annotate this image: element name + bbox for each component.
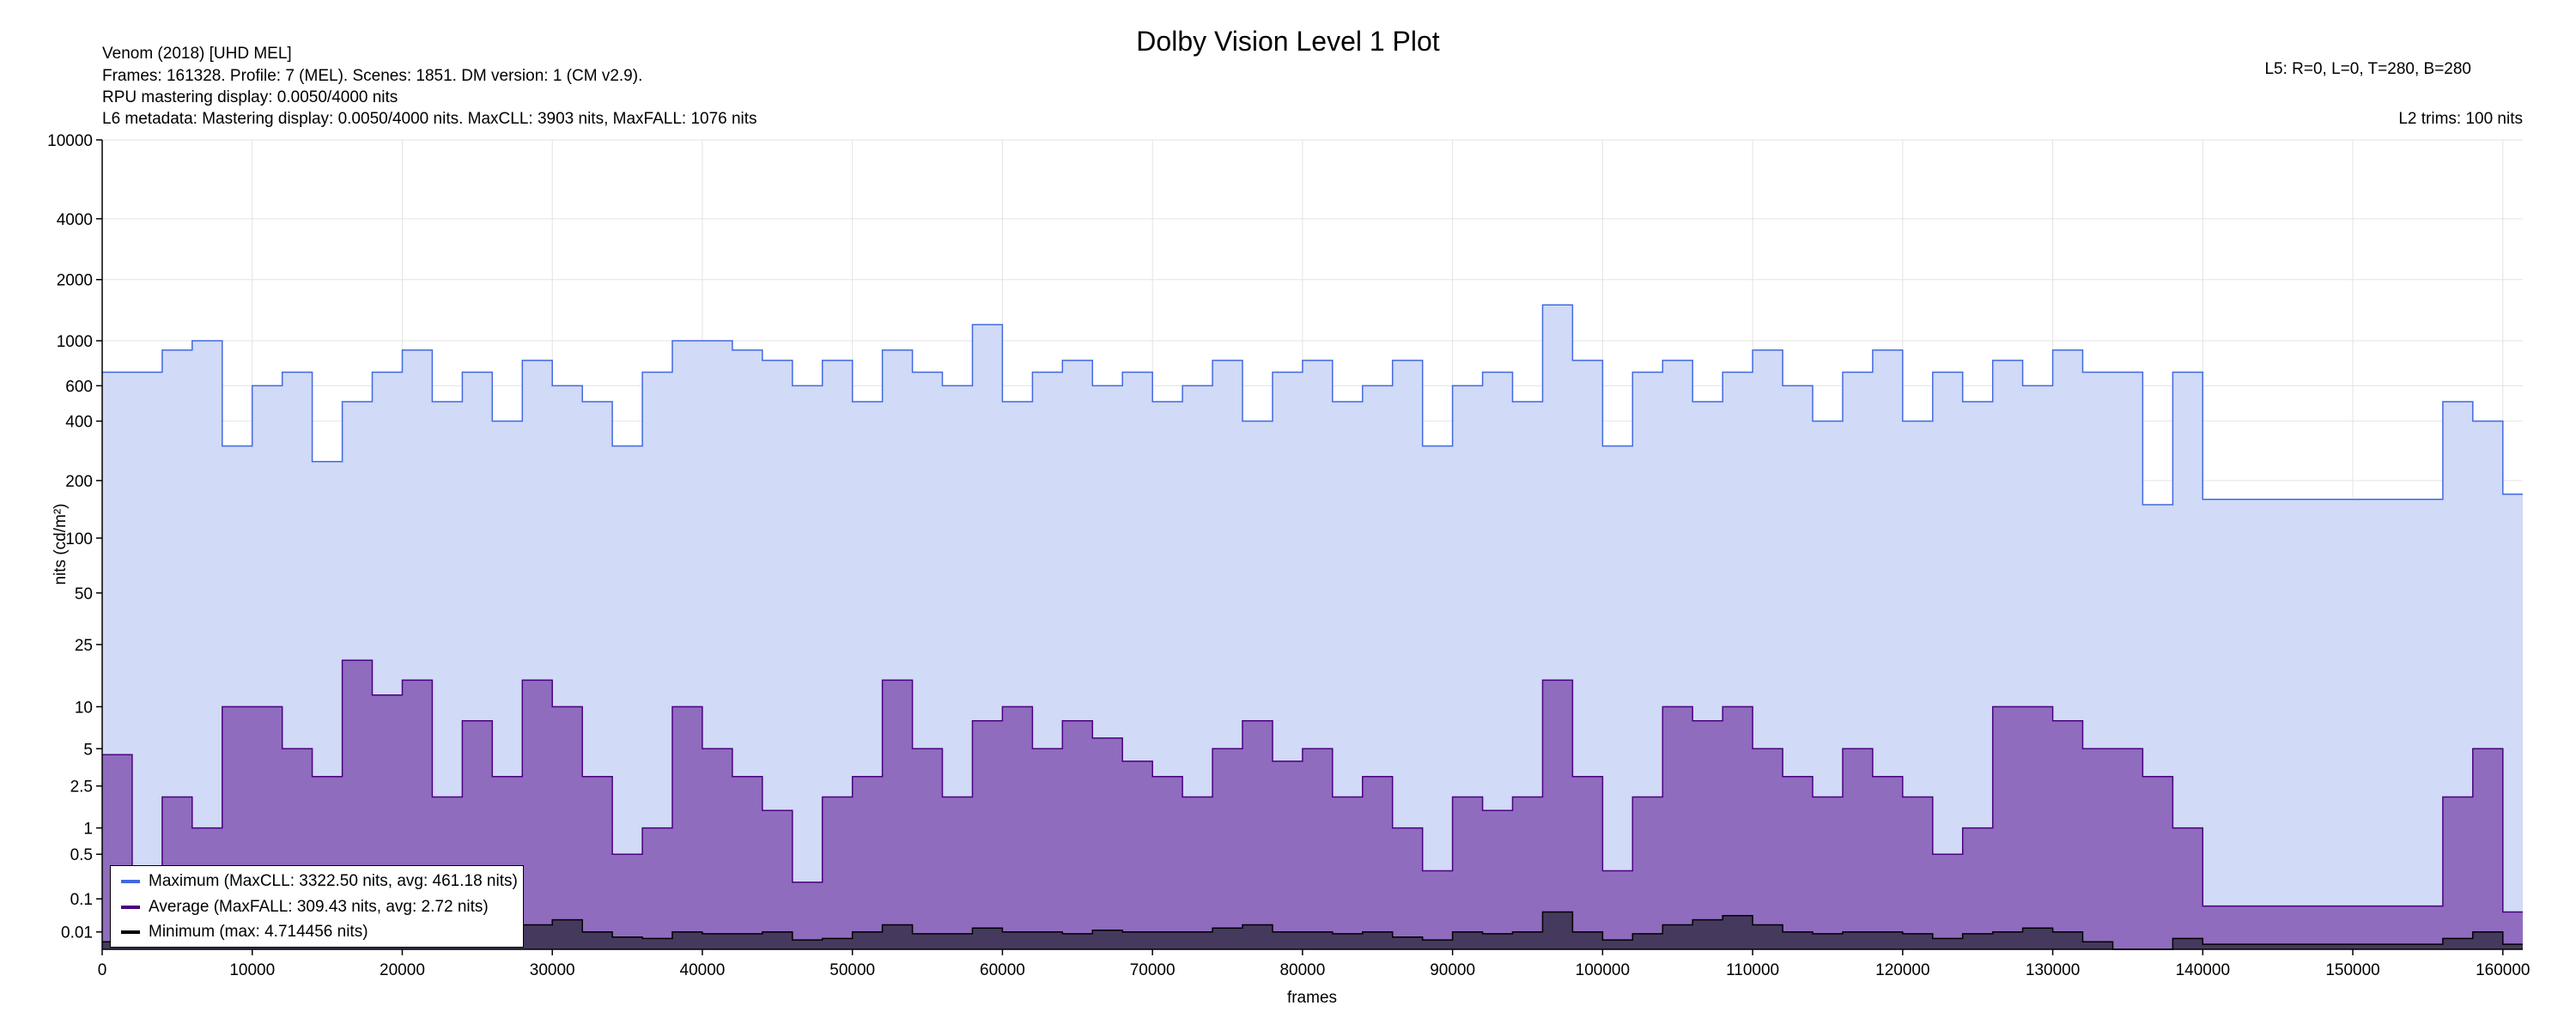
l6-metadata-info: L6 metadata: Mastering display: 0.0050/4… [102,110,757,128]
area-average [102,660,2523,949]
x-tick-label: 70000 [1130,961,1176,979]
x-tick-label: 160000 [2476,961,2530,979]
line-average [102,659,2523,913]
y-tick-label: 600 [65,378,93,396]
x-tick-label: 140000 [2176,961,2230,979]
legend-label-minimum: Minimum (max: 4.714456 nits) [149,923,368,941]
y-tick-label: 5 [83,741,93,759]
series-layer [102,304,2523,950]
legend-item-minimum: Minimum (max: 4.714456 nits) [121,923,368,942]
x-axis-label: frames [1287,989,1337,1007]
y-tick-label: 2.5 [70,779,93,797]
y-tick-label: 10 [75,699,93,717]
l5-info: L5: R=0, L=0, T=280, B=280 [2264,60,2471,78]
x-tick-label: 90000 [1430,961,1475,979]
y-tick-label: 4000 [57,211,93,229]
y-axis-label: nits (cd/m²) [52,504,70,585]
y-tick-label: 0.01 [61,924,93,942]
x-tick-label: 110000 [1726,961,1779,979]
x-tick-label: 80000 [1279,961,1325,979]
y-tick-label: 200 [65,473,93,491]
x-tick-label: 60000 [980,961,1025,979]
l2-trims-info: L2 trims: 100 nits [2398,110,2523,128]
legend-label-average: Average (MaxFALL: 309.43 nits, avg: 2.72… [149,898,489,916]
x-tick-label: 50000 [829,961,875,979]
y-tick-label: 50 [75,585,93,603]
axes: 0 10000 20000 30000 40000 50000 60000 70000 8000… [47,132,2530,979]
x-tick-label: 40000 [680,961,726,979]
legend-swatch-maximum [121,879,140,883]
legend-item-average: Average (MaxFALL: 309.43 nits, avg: 2.72… [121,898,489,917]
frames-info: Frames: 161328. Profile: 7 (MEL). Scenes… [102,67,643,85]
legend-item-maximum: Maximum (MaxCLL: 3322.50 nits, avg: 461.… [121,872,518,891]
y-tick-label: 0.1 [70,891,93,909]
line-maximum [102,304,2523,506]
x-tick-label: 30000 [530,961,575,979]
y-tick-label: 400 [65,414,93,432]
x-tick-label: 0 [98,961,107,979]
movie-title: Venom (2018) [UHD MEL] [102,45,292,63]
y-tick-label: 1000 [57,333,93,351]
y-tick-label: 25 [75,637,93,655]
x-tick-label: 100000 [1576,961,1630,979]
rpu-mastering-info: RPU mastering display: 0.0050/4000 nits [102,88,398,106]
legend-swatch-average [121,905,140,909]
y-tick-label: 1 [83,821,93,839]
x-tick-label: 150000 [2325,961,2379,979]
legend-label-maximum: Maximum (MaxCLL: 3322.50 nits, avg: 461.… [149,872,518,890]
legend: Maximum (MaxCLL: 3322.50 nits, avg: 461.… [110,865,524,948]
y-tick-label: 0.5 [70,846,93,864]
y-tick-label: 10000 [47,132,93,150]
y-tick-label: 2000 [57,272,93,290]
y-tick-label: 100 [65,530,93,548]
x-tick-label: 120000 [1875,961,1929,979]
area-minimum [102,912,2523,949]
x-tick-label: 20000 [380,961,425,979]
x-tick-label: 130000 [2026,961,2080,979]
x-tick-label: 10000 [229,961,275,979]
chart-title: Dolby Vision Level 1 Plot [1136,26,1440,57]
legend-swatch-minimum [121,930,140,934]
